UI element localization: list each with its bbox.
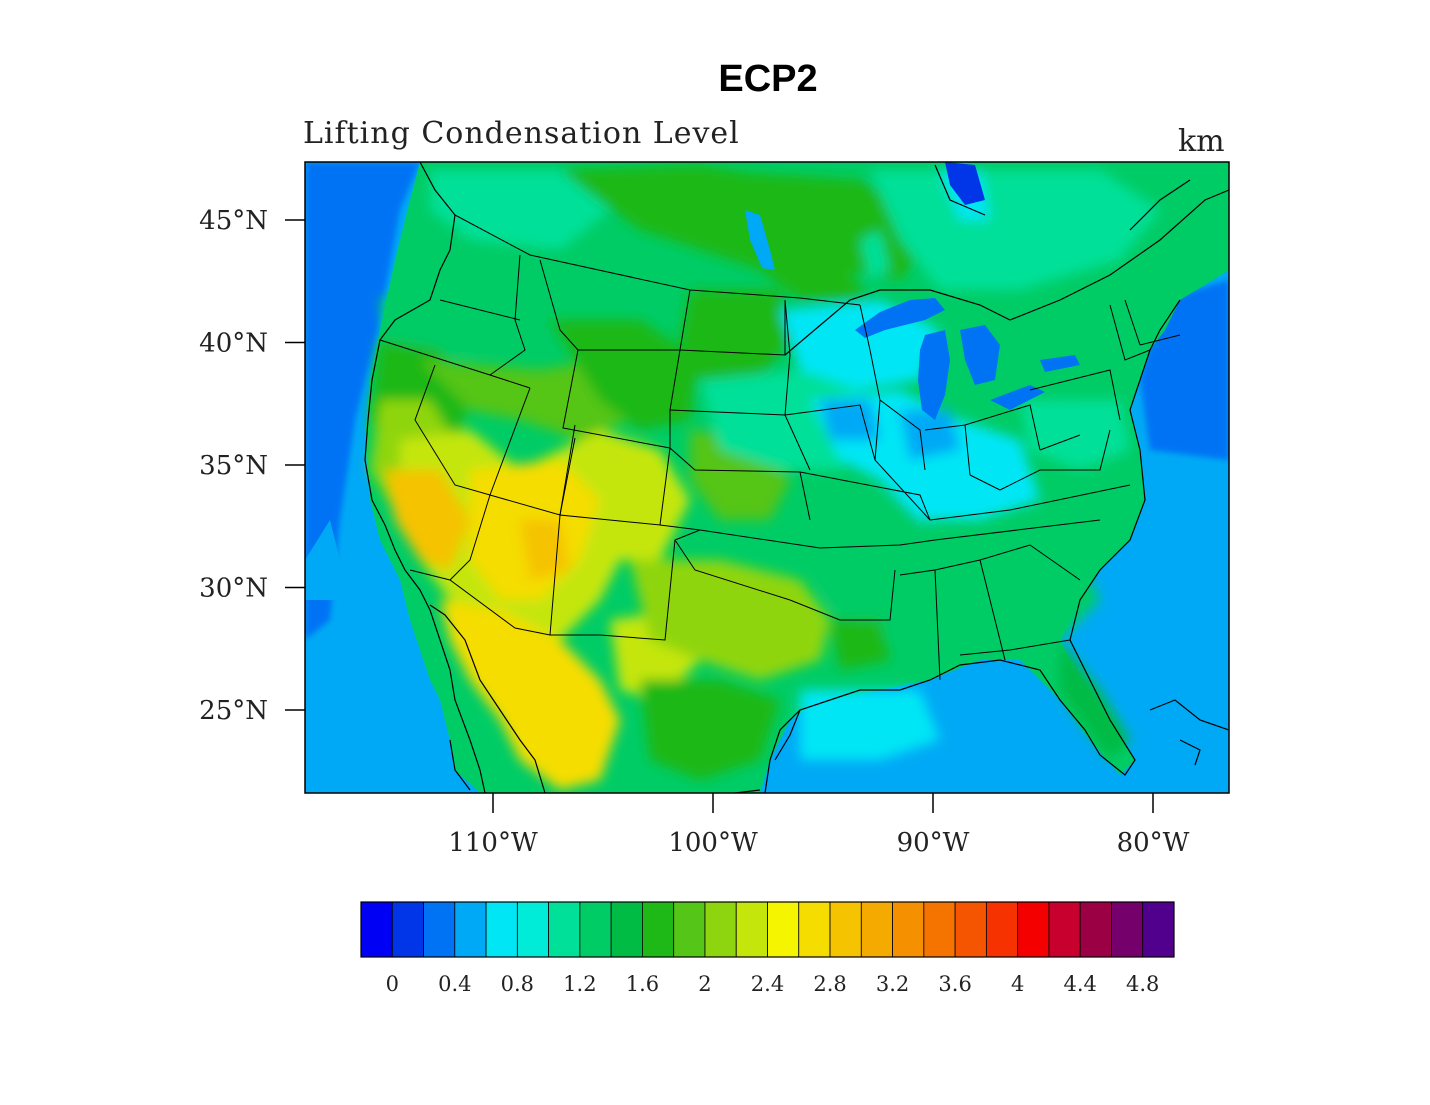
colorbar-swatch <box>1048 901 1081 958</box>
colorbar-swatch <box>798 901 831 958</box>
lake-michigan <box>918 330 950 420</box>
coastlines <box>364 162 1229 793</box>
colorbar-swatch <box>360 901 393 958</box>
colorbar-swatch <box>673 901 706 958</box>
state-boundaries <box>379 214 1181 681</box>
colorbar-swatch <box>485 901 518 958</box>
colorbar-swatch <box>954 901 987 958</box>
colorbar-label: 4.4 <box>1063 972 1096 996</box>
colorbar-swatch <box>548 901 581 958</box>
lon-tick-label: 90°W <box>897 828 970 858</box>
colorbar-swatch <box>516 901 550 958</box>
colorbar-swatch <box>704 901 737 958</box>
colorbar-swatch <box>1079 901 1112 958</box>
colorbar-swatch <box>391 901 424 958</box>
colorbar-swatch <box>829 901 862 958</box>
colorbar-label: 2 <box>698 972 711 996</box>
colorbar-swatch <box>423 901 456 958</box>
units-label: km <box>1178 124 1225 159</box>
colorbar-swatch <box>735 901 768 958</box>
colorbar-label: 1.2 <box>563 972 596 996</box>
latitude-axis: 45°N 40°N 35°N 30°N 25°N <box>199 206 305 726</box>
lon-tick-label: 110°W <box>448 828 538 858</box>
lat-tick-label: 30°N <box>199 574 268 604</box>
colorbar-label: 0.8 <box>501 972 534 996</box>
colorbar-label: 2.8 <box>813 972 846 996</box>
colorbar-label: 1.6 <box>626 972 659 996</box>
map-frame <box>304 161 1230 794</box>
colorbar-label: 3.6 <box>938 972 971 996</box>
colorbar-swatch <box>1142 901 1175 958</box>
lat-tick-label: 40°N <box>199 329 268 359</box>
lake-huron <box>960 325 1000 385</box>
colorbar-swatch <box>985 901 1019 958</box>
map-field <box>305 162 1229 793</box>
lon-tick-label: 80°W <box>1117 828 1190 858</box>
lake-erie <box>990 385 1045 410</box>
colorbar-label: 3.2 <box>876 972 909 996</box>
lat-tick-label: 25°N <box>199 696 268 726</box>
colorbar-swatch <box>610 901 643 958</box>
colorbar-swatch <box>1017 901 1050 958</box>
lake-winnipeg <box>745 210 775 270</box>
colorbar-label: 0 <box>386 972 399 996</box>
lake-ontario <box>1040 355 1080 372</box>
variable-name: Lifting Condensation Level <box>303 116 740 151</box>
lat-tick-label: 35°N <box>199 451 268 481</box>
colorbar-swatch <box>579 901 612 958</box>
longitude-axis: 110°W 100°W 90°W 80°W <box>448 793 1190 858</box>
colorbar-swatch <box>860 901 893 958</box>
colorbar-swatch <box>1111 901 1144 958</box>
colorbar-swatch <box>892 901 925 958</box>
lat-tick-label: 45°N <box>199 206 268 236</box>
colorbar: 0 0.4 0.8 1.2 1.6 2 2.4 2.8 3.2 3.6 4 4.4 4.8 <box>360 901 1175 996</box>
colorbar-label: 0.4 <box>438 972 471 996</box>
colorbar-swatch <box>454 901 487 958</box>
colorbar-label: 2.4 <box>751 972 784 996</box>
colorbar-label: 4 <box>1011 972 1024 996</box>
colorbar-swatch <box>767 901 800 958</box>
hudson-bay-edge <box>945 162 985 205</box>
lake-superior <box>855 298 945 338</box>
lon-tick-label: 100°W <box>668 828 758 858</box>
colorbar-label: 4.8 <box>1126 972 1159 996</box>
chart-title: ECP2 <box>718 58 818 100</box>
colorbar-swatch <box>923 901 956 958</box>
colorbar-swatch <box>642 901 675 958</box>
